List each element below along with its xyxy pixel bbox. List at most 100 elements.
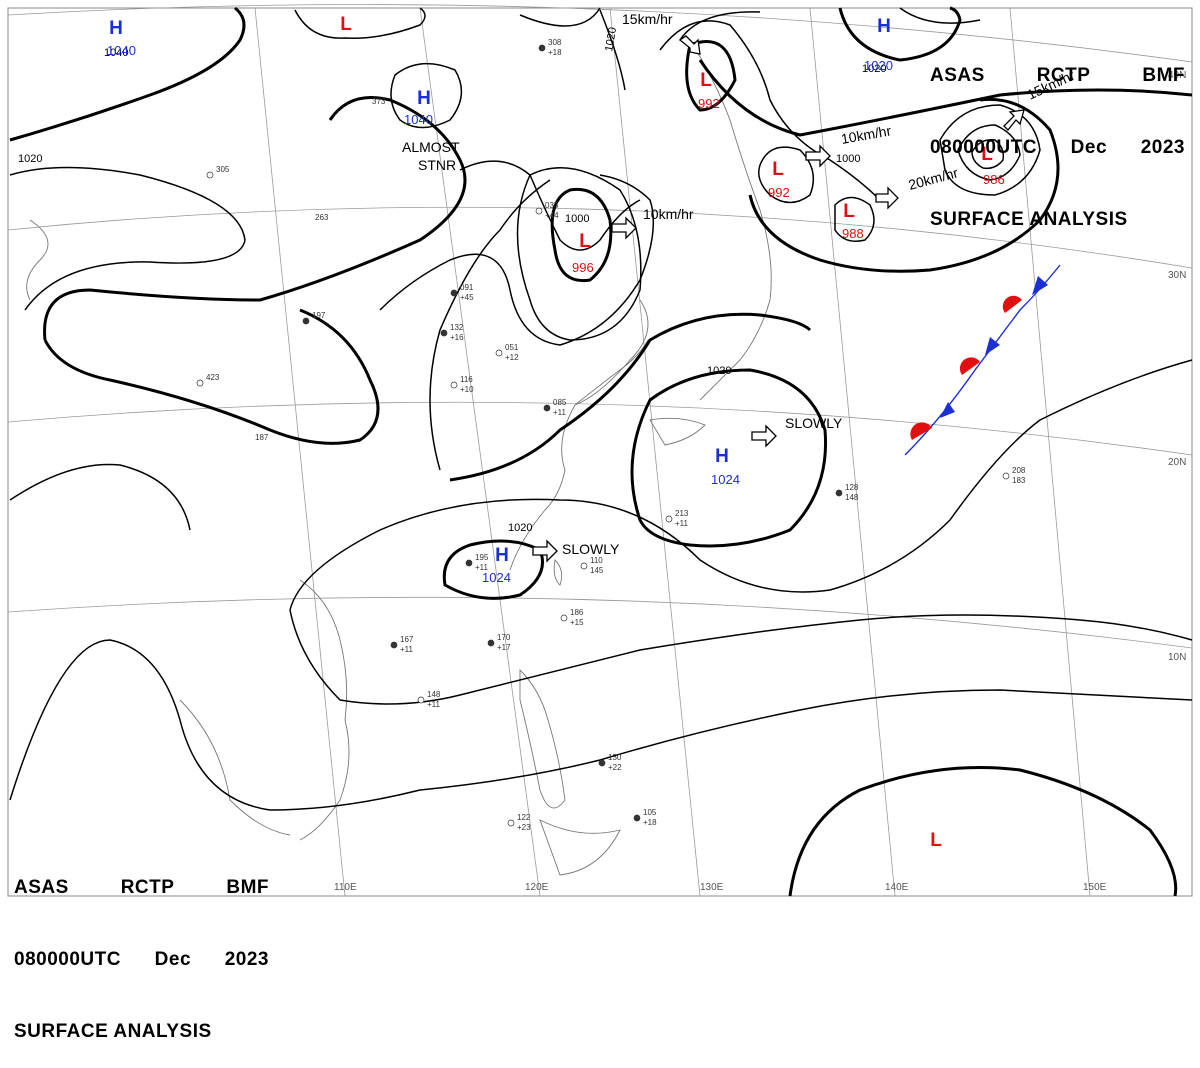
station-value: +15 [570,618,584,627]
low-center-letter: L [579,231,591,252]
station-circle [495,349,503,357]
station-value: 187 [255,433,269,442]
annotation-speed-north: 15km/hr [622,11,673,27]
lon-label-150e: 150E [1083,882,1107,893]
high-center-letter: H [715,446,729,467]
isobar-1040-closed [390,62,463,129]
isobar-1012 [289,609,1193,705]
isobar-1016 [289,359,1193,611]
isobar-1036-west [9,166,246,311]
annotation-slowly-east: SLOWLY [785,415,843,431]
isobar-1020-main [449,312,812,482]
station-circle [560,614,568,622]
station-circle [665,515,673,523]
station-value: 035 [545,201,559,210]
station-value: 167 [400,635,414,644]
surface-analysis-map: 40N 30N 20N 10N 110E 120E 130E 140E 150E [7,4,1193,897]
header-bottom: ASAS RCTP BMF 080000UTC Dec 2023 SURFACE… [14,828,269,1068]
isobar-label-1020-taiwan: 1020 [508,522,532,534]
header-bottom-month: Dec [154,949,192,970]
header-bottom-time: 080000UTC [14,949,121,970]
arrow-low-986 [1003,109,1025,131]
japan-coast [689,39,772,401]
high-center-letter: H [495,545,509,566]
station-value: 128 [845,483,859,492]
indochina-coast [299,579,350,841]
west-coast [26,219,49,301]
arrow-high-east [751,424,777,448]
high-center-letter: H [109,18,123,39]
header-top-month: Dec [1070,137,1108,158]
isobar-label-1020-west: 1020 [18,153,42,165]
station-circle [465,559,473,567]
low-center-letter: L [930,830,942,851]
cold-front-marker-3 [1032,276,1048,295]
isobar-central-2 [379,174,655,346]
isobar-986-mid [957,124,1021,181]
station-value: +16 [450,333,464,342]
station-value: 145 [590,566,604,575]
lon-line-130e [609,7,701,897]
station-circle [196,379,204,387]
isobar-1020-ne-high [838,6,962,62]
movement-arrows [532,35,1025,563]
low-center-value: 986 [983,172,1005,187]
annotation-slowly-taiwan: SLOWLY [562,541,620,557]
isobar-label-1020-north: 1020 [603,26,619,52]
header-bottom-station: RCTP [120,877,175,898]
luzon-island [519,668,566,809]
station-value: 186 [570,608,584,617]
station-value: +23 [517,823,531,832]
china-coast [509,299,649,571]
annotation-almost: ALMOST [402,139,460,155]
header-top-line2: 080000UTC Dec 2023 [930,136,1185,160]
header-bottom-year: 2023 [224,949,269,970]
station-circle [580,562,588,570]
isobar-label-1000-low: 1000 [565,213,589,225]
southwest-coast [179,699,291,836]
station-value: 213 [675,509,689,518]
arrow-low-992 [805,144,831,168]
station-value: 122 [517,813,531,822]
high-center-value: 1040 [107,43,136,58]
station-value: +17 [497,643,511,652]
isobar-label-1020-east: 1020 [707,365,731,377]
low-center-value: 992 [768,185,790,200]
arrow-low-north [678,35,701,55]
coastlines [26,39,772,876]
header-top-product: ASAS [930,65,985,86]
isobar-1000-east [748,97,1060,273]
lat-line-10n [7,596,1193,649]
isobar-north-center [294,7,426,39]
station-value: 308 [548,38,562,47]
isobar-1030-lower [43,308,380,445]
lon-line-150e [1009,7,1091,897]
station-value: 183 [1012,476,1026,485]
annotation-stnr: STNR [418,157,456,173]
annotation-speed-996: 10km/hr [643,206,694,222]
isobar-north-east-1 [659,20,881,201]
station-plots: 308+18035+44132+16116+10091+45051+12085+… [196,38,1026,832]
lon-label-120e: 120E [525,882,549,893]
lat-label-20n: 20N [1168,457,1186,468]
low-center-value: 996 [572,260,594,275]
station-circle [417,696,425,704]
isobar-1000-low [550,187,613,283]
lat-label-10n: 10N [1168,652,1186,663]
high-center-value: 1024 [482,570,511,585]
isobar-1040-west [9,6,246,142]
station-value: +11 [475,563,489,572]
station-value: 208 [1012,466,1026,475]
isobar-986-inner [971,139,1005,170]
lon-line-120e [419,7,541,897]
station-circle [440,329,448,337]
isobar-central-3 [429,179,551,471]
low-center-letter: L [340,14,352,35]
station-value: 423 [206,373,220,382]
arrow-low-988 [875,186,899,210]
kyushu-island [649,417,706,446]
header-top-station: RCTP [1036,65,1091,86]
isobar-1008-south [788,766,1178,897]
station-circle [450,289,458,297]
front [904,264,1061,456]
